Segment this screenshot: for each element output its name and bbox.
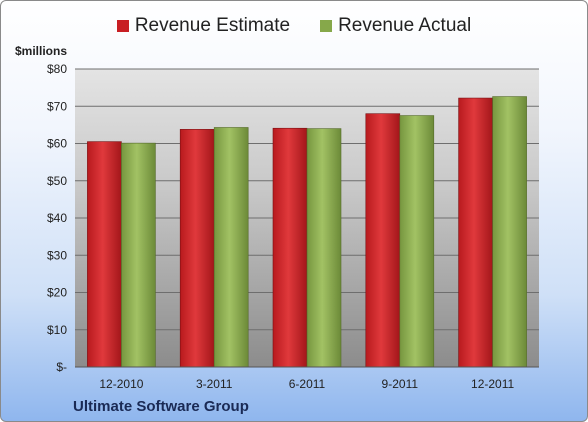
y-tick-label: $50 [47,174,67,188]
legend-swatch-actual [320,20,333,32]
y-tick-label: $70 [47,99,67,113]
legend-item-actual: Revenue Actual [320,15,471,37]
company-name: Ultimate Software Group [73,398,249,415]
y-tick-label: $- [56,360,67,374]
y-tick-label: $20 [47,286,67,300]
y-tick-label: $30 [47,248,67,262]
y-axis-ticks: $- $10 $20 $30 $40 $50 $60 $70 $80 [47,62,67,374]
y-axis-unit-label: $millions [15,44,68,58]
x-tick-label: 9-2011 [382,377,419,391]
bar-actual-12-2010 [121,142,156,368]
x-tick-label: 12-2010 [99,377,143,391]
legend-label-estimate: Revenue Estimate [134,15,291,36]
y-tick-label: $60 [47,137,67,151]
legend: Revenue Estimate Revenue Actual [1,15,587,37]
y-tick-label: $10 [47,323,67,337]
legend-item-estimate: Revenue Estimate [116,15,291,37]
x-axis-ticks: 12-2010 3-2011 6-2011 9-2011 12-2011 [99,377,514,391]
y-tick-label: $40 [47,211,67,225]
bar-estimate-9-2011 [365,113,401,368]
x-tick-label: 12-2011 [471,377,514,391]
bar-actual-6-2011 [306,128,342,368]
bar-actual-12-2011 [492,96,527,368]
x-tick-label: 6-2011 [289,377,326,391]
legend-swatch-estimate [116,20,129,32]
bars [87,96,527,368]
bar-estimate-3-2011 [179,129,215,368]
legend-label-actual: Revenue Actual [338,15,472,36]
bar-estimate-12-2010 [87,141,122,368]
bar-actual-9-2011 [399,115,435,368]
y-tick-label: $80 [47,62,67,76]
x-tick-label: 3-2011 [196,377,233,391]
bar-estimate-6-2011 [272,127,308,368]
bar-actual-3-2011 [213,127,249,368]
bar-estimate-12-2011 [458,97,493,368]
